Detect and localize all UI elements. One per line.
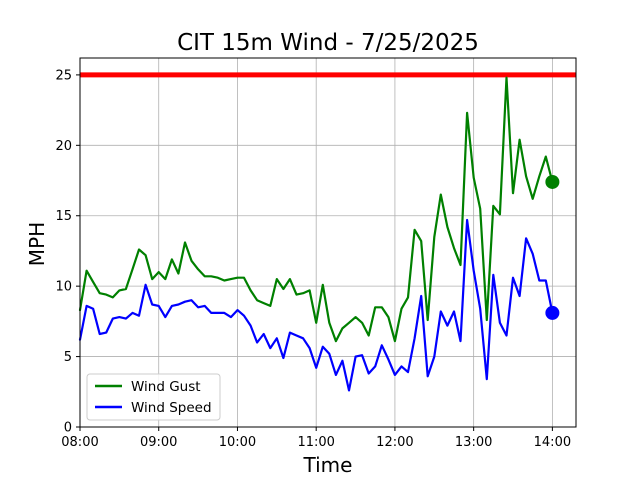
end-marker-wind-speed (545, 305, 560, 320)
x-tick-label: 14:00 (534, 435, 571, 450)
plot-frame (79, 57, 577, 428)
legend-label-wind-gust: Wind Gust (131, 379, 201, 395)
legend-label-wind-speed: Wind Speed (131, 400, 212, 416)
series-layer (78, 76, 560, 392)
legend: Wind Gust Wind Speed (86, 373, 221, 421)
x-tick-label: 12:00 (376, 435, 413, 450)
end-marker-wind-gust (545, 174, 560, 189)
x-tick-label: 10:00 (219, 435, 256, 450)
x-axis-label: Time (303, 453, 353, 477)
x-tick-label: 08:00 (61, 435, 98, 450)
y-tick-label: 20 (55, 139, 72, 154)
x-tick-label: 11:00 (297, 435, 334, 450)
y-tick-label: 10 (55, 280, 72, 295)
y-tick-label: 5 (64, 350, 72, 365)
y-tick-label: 25 (55, 68, 72, 83)
series-line-wind-gust (78, 76, 554, 343)
series-line-wind-speed (78, 218, 554, 392)
x-tick-label: 09:00 (140, 435, 177, 450)
x-tick-label: 13:00 (455, 435, 492, 450)
y-tick-label: 0 (64, 421, 72, 436)
axis-ticks: 08:00 09:00 10:00 11:00 12:00 13:00 14:00 0 5 10 1… (55, 68, 571, 450)
chart-title: CIT 15m Wind - 7/25/2025 (177, 30, 479, 56)
y-tick-label: 15 (55, 209, 72, 224)
y-axis-label: MPH (25, 222, 49, 266)
